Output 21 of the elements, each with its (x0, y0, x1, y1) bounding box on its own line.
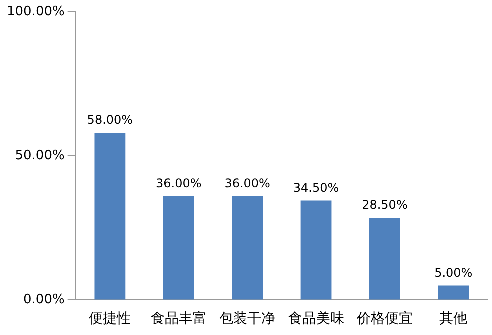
x-tick-label: 食品丰富 (150, 311, 207, 328)
x-tick-label: 便捷性 (89, 311, 132, 328)
bar (370, 218, 400, 300)
x-tick-label: 其他 (440, 311, 468, 328)
bar (300, 200, 332, 300)
data-label: 58.00% (87, 113, 134, 128)
data-label: 36.00% (224, 176, 270, 191)
y-tick-label: 50.00% (15, 148, 65, 164)
y-tick-label: 0.00% (24, 292, 65, 308)
bar (94, 133, 126, 300)
data-label: 36.00% (156, 176, 202, 191)
x-tick-label: 包装干净 (220, 311, 276, 328)
data-label: 28.50% (362, 198, 408, 212)
x-tick-label: 价格便宜 (356, 311, 413, 328)
bar (163, 196, 194, 300)
data-label: 5.00% (434, 266, 473, 280)
bar (438, 286, 470, 300)
data-label: 34.50% (293, 180, 340, 195)
x-tick-label: 食品美味 (288, 311, 344, 328)
bar (232, 196, 264, 300)
y-tick-label: 100.00% (6, 4, 65, 20)
